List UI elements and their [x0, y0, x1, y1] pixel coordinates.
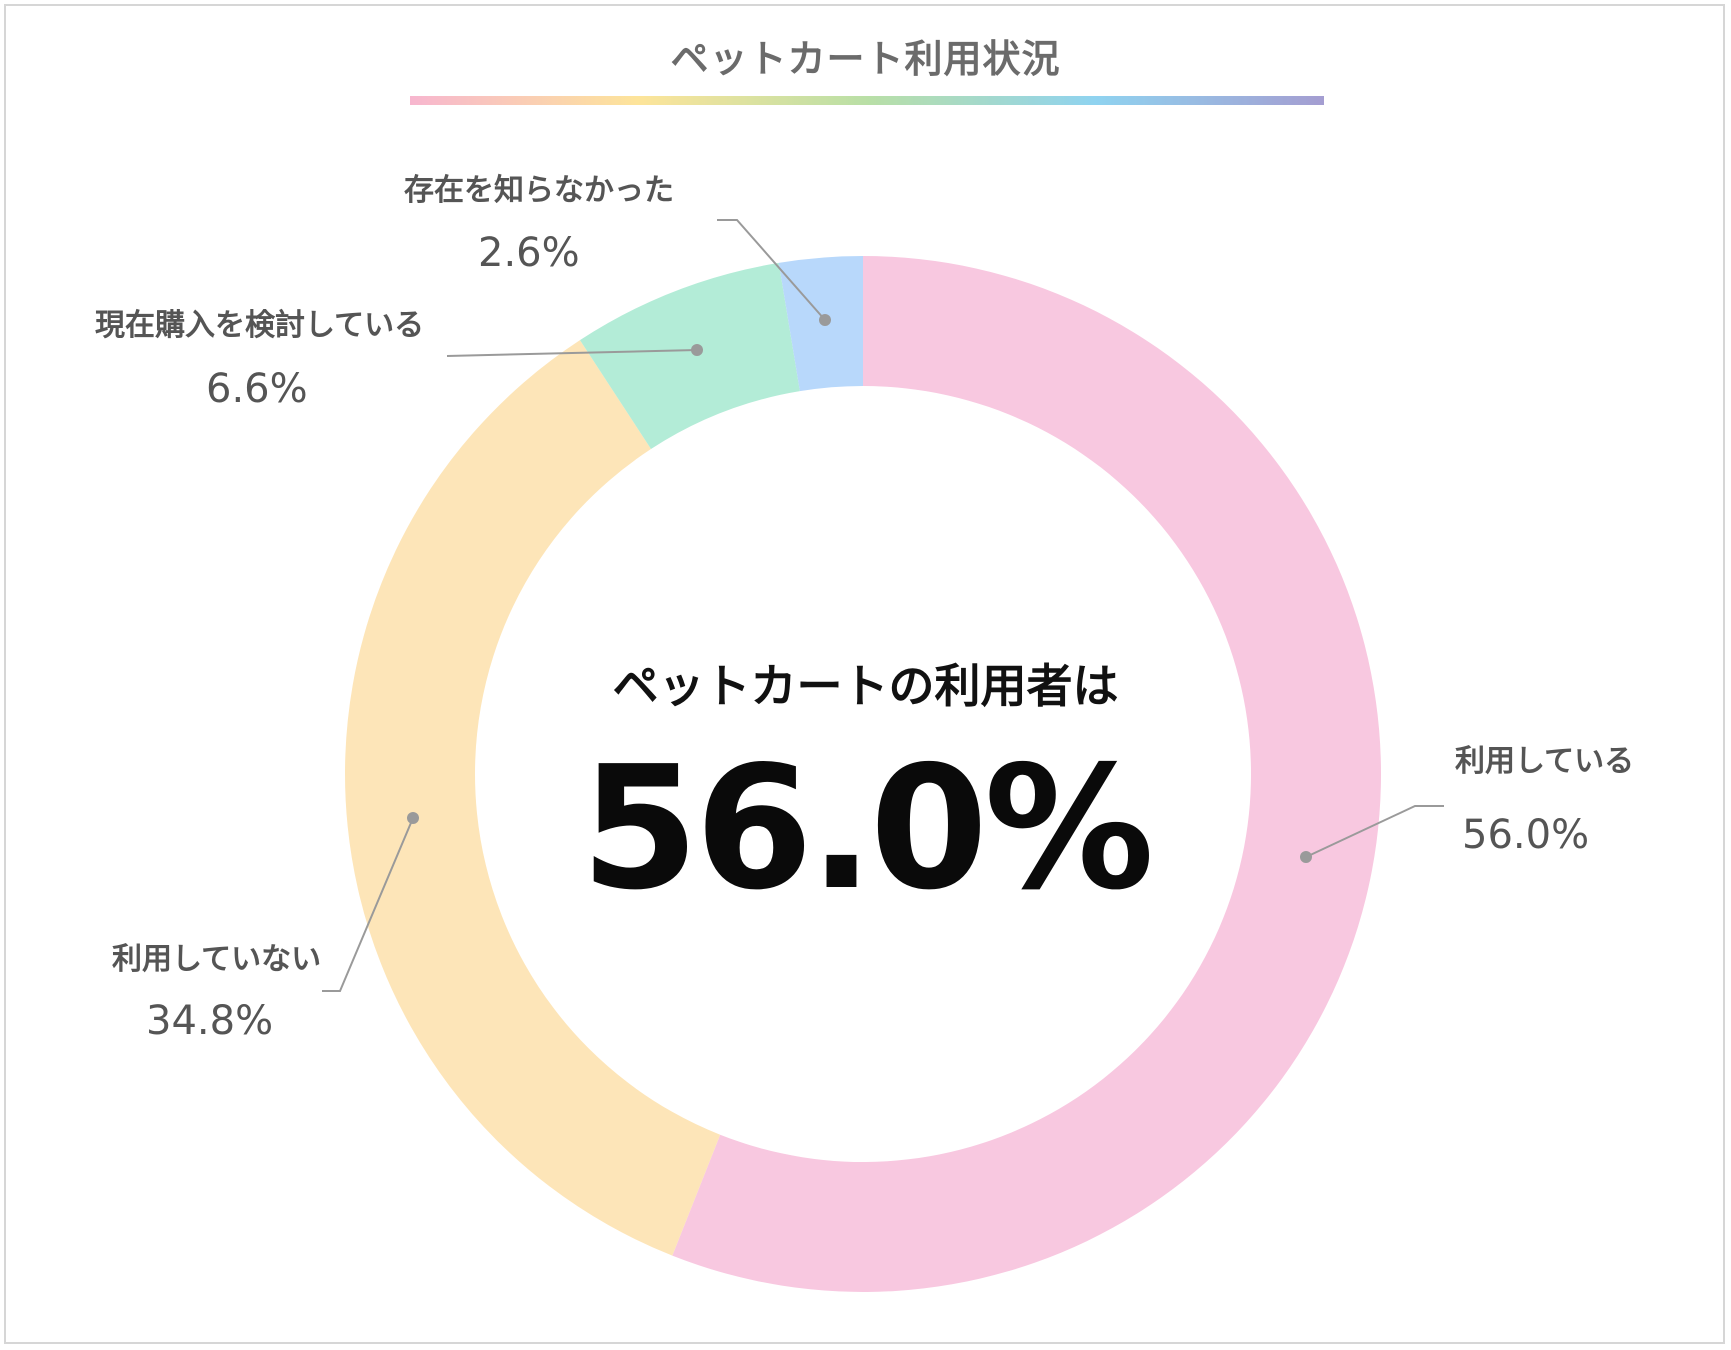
label-considering: 現在購入を検討している [95, 308, 425, 343]
label-not-using: 利用していない [112, 942, 322, 977]
leader-unaware [717, 219, 826, 321]
slice-using [672, 256, 1381, 1293]
value-considering: 6.6% [206, 366, 308, 412]
chart-frame [4, 4, 1725, 1344]
value-not-using: 34.8% [146, 998, 274, 1044]
center-value: 56.0% [580, 730, 1155, 928]
leader-dot-not-using [407, 812, 419, 824]
value-unaware: 2.6% [478, 230, 580, 276]
title-underline [410, 96, 1324, 105]
chart-title: ペットカート利用状況 [670, 37, 1061, 81]
leader-dot-using [1300, 851, 1312, 863]
leader-dot-unaware [819, 314, 831, 326]
label-unaware: 存在を知らなかった [404, 173, 674, 208]
leader-not-using [322, 817, 414, 992]
slice-not-using [344, 340, 721, 1256]
value-using: 56.0% [1462, 812, 1590, 858]
leader-considering [446, 349, 698, 357]
label-using: 利用している [1455, 744, 1635, 779]
leader-dot-considering [691, 344, 703, 356]
leader-using [1305, 805, 1444, 858]
center-label: ペットカートの利用者は [612, 659, 1119, 713]
slice-considering [579, 262, 800, 450]
